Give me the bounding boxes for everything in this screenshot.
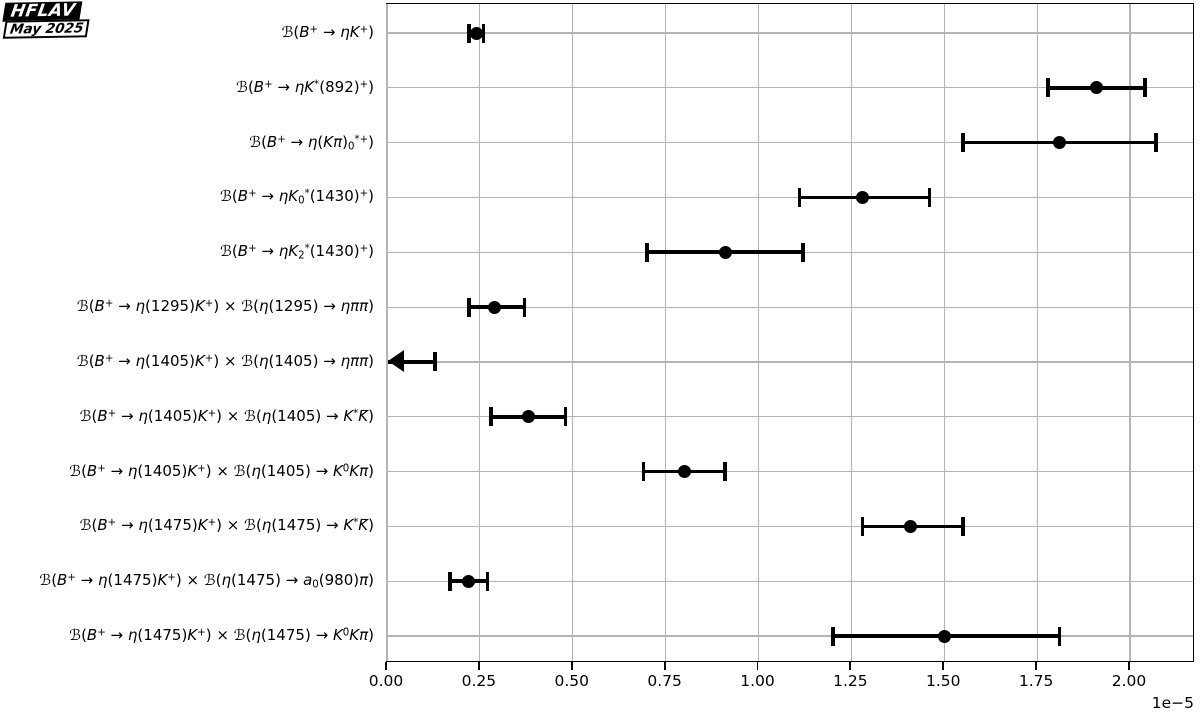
x-axis-offset-label: 1e−5 bbox=[1151, 694, 1194, 712]
x-tick-label: 1.00 bbox=[740, 672, 775, 690]
error-bar-cap-left bbox=[860, 516, 865, 536]
error-bar-cap-right bbox=[485, 571, 490, 591]
x-tick-mark bbox=[1035, 662, 1037, 670]
row-label: ℬ(B+ → ηK+) bbox=[281, 23, 374, 41]
error-bar-cap-left bbox=[466, 297, 471, 317]
row-label: ℬ(B+ → η(1405)K+) × ℬ(η(1405) → K0Kπ) bbox=[69, 461, 374, 480]
error-bar-cap-left bbox=[830, 626, 835, 646]
error-bar-cap-left bbox=[489, 407, 493, 427]
x-tick-label: 1.50 bbox=[925, 672, 961, 690]
error-bar-cap-right bbox=[522, 297, 527, 317]
error-bar-cap-left bbox=[645, 242, 649, 262]
data-point bbox=[1052, 136, 1066, 150]
row-label: ℬ(B+ → η(Kπ)0*+) bbox=[249, 132, 374, 153]
error-bar-cap-left bbox=[466, 23, 471, 43]
data-point bbox=[488, 300, 502, 314]
y-axis-labels: ℬ(B+ → ηK+) ℬ(B+ → ηK*(892)+) ℬ(B+ → η(Kπ)… bbox=[0, 3, 380, 662]
error-bar-cap-right bbox=[723, 462, 727, 482]
error-bar-cap-left bbox=[797, 187, 802, 207]
hflav-logo: HFLAV May 2025 bbox=[2, 0, 90, 39]
error-bar-cap-right bbox=[563, 407, 568, 427]
row-label: ℬ(B+ → ηK*(892)+) bbox=[236, 77, 374, 96]
vertical-gridline bbox=[943, 4, 945, 661]
data-point bbox=[1090, 81, 1104, 95]
data-point bbox=[904, 519, 918, 533]
error-bar-cap-right bbox=[961, 516, 965, 536]
horizontal-gridline bbox=[387, 525, 1193, 527]
row-label: ℬ(B+ → ηK2*(1430)+) bbox=[220, 242, 374, 262]
error-bar-cap-left bbox=[448, 571, 452, 591]
vertical-gridline bbox=[479, 4, 481, 661]
data-point bbox=[469, 26, 483, 40]
horizontal-gridline bbox=[387, 470, 1193, 473]
row-label: ℬ(B+ → η(1475)K+) × ℬ(η(1475) → a0(980)π… bbox=[39, 571, 374, 591]
error-bar-cap-left bbox=[641, 462, 646, 482]
x-tick-label: 1.75 bbox=[1018, 672, 1054, 690]
x-tick-label: 2.00 bbox=[1111, 672, 1147, 690]
x-tick-mark bbox=[663, 662, 666, 670]
row-label: ℬ(B+ → ηK0*(1430)+) bbox=[220, 187, 374, 207]
error-bar-cap-right bbox=[1143, 78, 1147, 98]
data-point bbox=[462, 574, 476, 588]
horizontal-gridline bbox=[387, 416, 1193, 418]
row-label: ℬ(B+ → η(1475)K+) × ℬ(η(1475) → K0Kπ) bbox=[69, 626, 374, 645]
vertical-gridline bbox=[757, 4, 760, 661]
vertical-gridline bbox=[386, 4, 388, 661]
horizontal-gridline bbox=[387, 635, 1193, 637]
x-tick-mark bbox=[570, 662, 573, 670]
data-point bbox=[718, 245, 732, 259]
plot-area bbox=[386, 3, 1194, 662]
x-tick-mark bbox=[942, 662, 945, 670]
row-label: ℬ(B+ → η(1405)K+) × ℬ(η(1405) → ηππ) bbox=[76, 351, 374, 370]
vertical-gridline bbox=[850, 4, 852, 661]
error-bar-cap-right bbox=[801, 242, 805, 262]
error-bar-cap-right bbox=[1057, 626, 1062, 646]
vertical-gridline bbox=[572, 4, 574, 661]
x-tick-label: 0.00 bbox=[368, 672, 404, 690]
x-tick-mark bbox=[385, 662, 387, 670]
x-tick-label: 0.25 bbox=[461, 672, 497, 690]
x-tick-label: 0.50 bbox=[554, 672, 589, 690]
row-label: ℬ(B+ → η(1405)K+) × ℬ(η(1405) → K*K̄) bbox=[79, 406, 374, 425]
data-point bbox=[937, 629, 951, 643]
horizontal-gridline bbox=[387, 142, 1193, 144]
error-bar-cap-right bbox=[927, 187, 932, 207]
error-bar-cap-left bbox=[1046, 78, 1051, 98]
upper-limit-cap bbox=[433, 352, 438, 372]
horizontal-gridline bbox=[387, 306, 1193, 308]
x-tick-mark bbox=[477, 662, 480, 670]
error-bar-cap-right bbox=[481, 23, 486, 43]
vertical-gridline bbox=[1036, 4, 1038, 661]
horizontal-gridline bbox=[387, 361, 1193, 363]
horizontal-gridline bbox=[387, 87, 1193, 89]
horizontal-gridline bbox=[387, 32, 1193, 34]
x-tick-mark bbox=[1128, 662, 1130, 670]
row-label: ℬ(B+ → η(1475)K+) × ℬ(η(1475) → K*K̄) bbox=[79, 516, 374, 535]
hflav-logo-date: May 2025 bbox=[2, 19, 90, 39]
x-tick-mark bbox=[756, 662, 759, 670]
data-point bbox=[677, 465, 691, 479]
x-tick-label: 1.25 bbox=[833, 672, 868, 690]
data-point bbox=[856, 190, 869, 204]
row-label: ℬ(B+ → η(1295)K+) × ℬ(η(1295) → ηππ) bbox=[76, 297, 374, 316]
horizontal-gridline bbox=[387, 196, 1193, 199]
horizontal-gridline bbox=[387, 580, 1193, 582]
upper-limit-bar bbox=[388, 360, 436, 364]
vertical-gridline bbox=[1129, 4, 1131, 661]
error-bar-cap-right bbox=[1154, 133, 1158, 153]
x-tick-label: 0.75 bbox=[647, 672, 682, 690]
x-tick-mark bbox=[849, 662, 852, 670]
error-bar-cap-left bbox=[961, 133, 965, 153]
vertical-gridline bbox=[665, 4, 667, 661]
upper-limit-arrow-icon bbox=[388, 350, 404, 373]
data-point bbox=[521, 410, 535, 424]
